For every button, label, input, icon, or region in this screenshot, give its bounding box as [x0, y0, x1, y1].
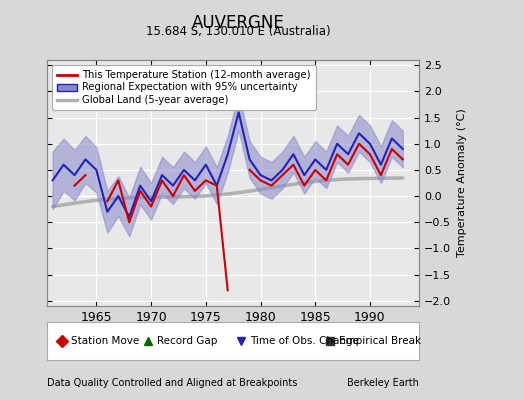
Legend: This Temperature Station (12-month average), Regional Expectation with 95% uncer: This Temperature Station (12-month avera… — [52, 65, 315, 110]
Text: Empirical Break: Empirical Break — [339, 336, 421, 346]
Text: Data Quality Controlled and Aligned at Breakpoints: Data Quality Controlled and Aligned at B… — [47, 378, 298, 388]
Text: Berkeley Earth: Berkeley Earth — [347, 378, 419, 388]
Text: Record Gap: Record Gap — [157, 336, 217, 346]
Y-axis label: Temperature Anomaly (°C): Temperature Anomaly (°C) — [457, 109, 467, 257]
Text: 15.684 S, 130.010 E (Australia): 15.684 S, 130.010 E (Australia) — [146, 25, 331, 38]
Text: AUVERGNE: AUVERGNE — [192, 14, 285, 32]
Text: Time of Obs. Change: Time of Obs. Change — [250, 336, 359, 346]
Text: Station Move: Station Move — [71, 336, 139, 346]
